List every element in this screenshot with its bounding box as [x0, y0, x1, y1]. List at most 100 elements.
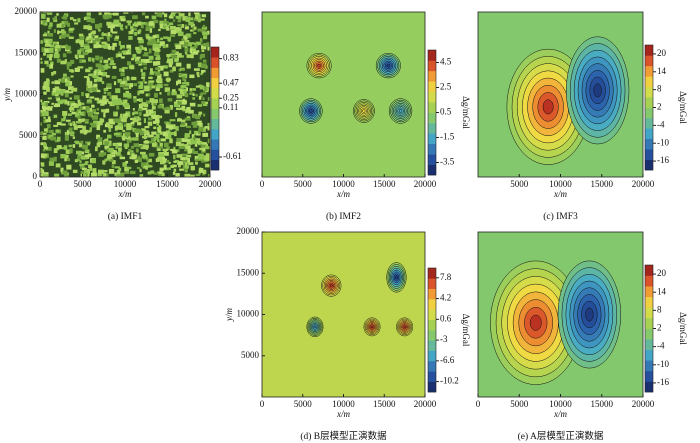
noise-cell — [163, 164, 167, 170]
noise-cell — [81, 106, 88, 110]
noise-cell — [179, 28, 182, 34]
noise-cell — [107, 57, 112, 61]
noise-cell — [133, 98, 137, 103]
noise-cell — [124, 171, 130, 174]
noise-cell — [175, 15, 182, 19]
noise-cell — [121, 135, 127, 139]
colorbar-label: Δg/mGal — [678, 312, 688, 345]
noise-cell — [136, 21, 142, 26]
noise-cell — [86, 168, 91, 174]
noise-cell — [207, 46, 210, 51]
noise-cell — [156, 86, 159, 90]
x-tick-label: 20000 — [632, 179, 655, 189]
noise-cell — [172, 66, 176, 72]
noise-cell — [155, 133, 160, 139]
noise-cell — [144, 103, 149, 108]
noise-cell — [189, 130, 192, 135]
noise-cell — [107, 14, 112, 19]
noise-cell — [154, 92, 158, 98]
colorbar-tick-label: 8 — [657, 84, 662, 94]
x-axis-label: x/m — [553, 189, 567, 199]
noise-cell — [148, 38, 151, 42]
colorbar-cell — [428, 278, 436, 289]
noise-cell — [86, 36, 89, 41]
noise-cell — [145, 22, 150, 27]
noise-cell — [196, 120, 202, 126]
noise-cell — [180, 107, 185, 111]
noise-cell — [140, 25, 144, 29]
noise-cell — [45, 146, 52, 151]
noise-cell — [92, 39, 98, 44]
noise-cell — [131, 76, 137, 81]
noise-cell — [179, 89, 184, 94]
x-tick-label: 15000 — [373, 179, 396, 189]
noise-cell — [140, 144, 146, 150]
noise-cell — [146, 158, 150, 161]
noise-cell — [112, 66, 117, 69]
colorbar-tick-label: 4.5 — [440, 57, 452, 67]
noise-cell — [101, 33, 107, 36]
noise-cell — [144, 81, 147, 84]
noise-cell — [181, 38, 185, 44]
noise-cell — [105, 86, 112, 89]
noise-cell — [105, 173, 109, 177]
anomaly — [490, 260, 582, 385]
noise-cell — [173, 146, 176, 150]
noise-cell — [79, 163, 85, 167]
noise-cell — [49, 129, 54, 134]
colorbar-tick-label: -6.6 — [440, 355, 455, 365]
noise-cell — [139, 168, 142, 173]
noise-cell — [61, 78, 65, 83]
noise-cell — [120, 18, 126, 22]
noise-cell — [47, 106, 53, 111]
noise-cell — [158, 98, 163, 104]
colorbar-tick-label: 0.47 — [223, 77, 239, 87]
noise-cell — [205, 163, 210, 167]
colorbar-tick-label: 14 — [657, 66, 667, 76]
noise-cell — [55, 41, 59, 45]
noise-cell — [139, 46, 142, 49]
noise-cell — [102, 95, 107, 99]
noise-cell — [69, 106, 74, 110]
noise-cell — [162, 158, 168, 163]
noise-cell — [150, 138, 155, 143]
noise-cell — [116, 105, 120, 110]
noise-cell — [55, 129, 60, 133]
contour-ring — [403, 325, 406, 329]
noise-cell — [49, 157, 55, 162]
x-tick-label: 0 — [260, 179, 265, 189]
noise-cell — [132, 23, 138, 27]
noise-cell — [197, 104, 202, 107]
noise-cell — [117, 142, 123, 147]
noise-cell — [103, 172, 107, 177]
noise-cell — [94, 146, 98, 152]
noise-cell — [153, 99, 159, 104]
noise-cell — [56, 122, 61, 126]
noise-cell — [96, 124, 101, 129]
noise-cell — [88, 164, 92, 169]
noise-cell — [92, 115, 98, 120]
noise-cell — [186, 125, 191, 129]
noise-cell — [133, 96, 137, 100]
noise-cell — [74, 67, 80, 72]
colorbar-tick-label: -4 — [657, 119, 665, 129]
anomaly — [388, 98, 413, 124]
noise-cell — [46, 86, 50, 92]
noise-cell — [155, 67, 161, 70]
noise-cell — [203, 35, 208, 40]
noise-cell — [164, 18, 167, 22]
noise-cell — [139, 98, 143, 103]
noise-cell — [200, 53, 205, 58]
noise-cell — [189, 92, 195, 95]
noise-cell — [55, 96, 61, 99]
noise-cell — [43, 23, 46, 26]
noise-cell — [96, 120, 103, 126]
noise-cell — [110, 121, 115, 125]
noise-cell — [107, 46, 112, 50]
noise-cell — [176, 154, 183, 158]
y-tick-label: 10000 — [15, 89, 38, 99]
noise-cell — [72, 19, 77, 22]
noise-cell — [195, 173, 201, 177]
noise-cell — [187, 157, 190, 163]
noise-cell — [96, 128, 101, 131]
